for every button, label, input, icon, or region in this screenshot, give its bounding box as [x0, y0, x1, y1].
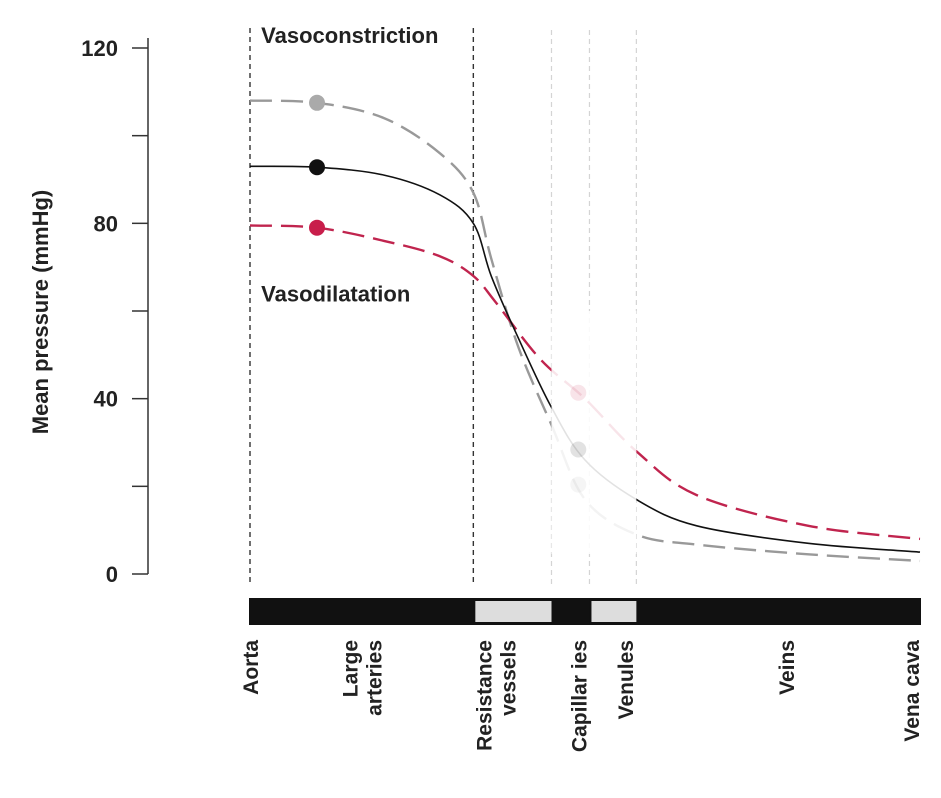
- faded-marker-vasoconstriction: [570, 476, 587, 493]
- segment-label-1-1: arteries: [364, 640, 387, 716]
- segment-label-2-0: Resistance: [474, 640, 497, 751]
- marker-normal: [309, 159, 325, 176]
- y-axis: 0 40 80 120: [81, 36, 149, 587]
- segment-label-2-1: vessels: [498, 640, 521, 716]
- series-line-vasodilatation: [249, 224, 921, 541]
- segment-3: [591, 601, 637, 622]
- segment-2: [553, 599, 590, 624]
- faded-marker-vasodilatation: [570, 384, 587, 401]
- vessel-segment-labels: Aorta Large arteries Resistance vessels Capil…: [240, 640, 924, 752]
- segment-4: [638, 599, 920, 624]
- y-axis-label: Mean pressure (mmHg): [28, 190, 53, 435]
- vessel-segments-bar: [249, 598, 921, 625]
- segment-label-0-0: Aorta: [240, 640, 263, 695]
- series-markers: [309, 94, 587, 493]
- segment-label-5-0: Veins: [776, 640, 799, 695]
- series-line-vasoconstriction: [249, 99, 921, 563]
- segment-1: [475, 601, 552, 622]
- marker-vasodilatation: [309, 219, 325, 236]
- segment-label-3-0: Capillar ies: [568, 640, 591, 752]
- y-tick-label-0: 0: [106, 562, 118, 587]
- segment-label-1-0: Large: [340, 640, 363, 697]
- faded-region: [551, 311, 637, 554]
- series-layer: [249, 99, 921, 563]
- series-line-normal: [249, 165, 921, 553]
- y-tick-label-120: 120: [81, 36, 118, 61]
- faded-marker-normal: [570, 441, 587, 458]
- y-tick-label-80: 80: [94, 211, 118, 236]
- annotation-vasoconstriction: Vasoconstriction: [261, 23, 438, 48]
- segment-0: [250, 599, 474, 624]
- y-tick-label-40: 40: [94, 387, 118, 412]
- segment-label-6-0: Vena cava: [901, 640, 924, 742]
- segment-label-4-0: Venules: [615, 640, 638, 719]
- marker-vasoconstriction: [309, 94, 325, 111]
- annotation-vasodilatation: Vasodilatation: [261, 281, 410, 306]
